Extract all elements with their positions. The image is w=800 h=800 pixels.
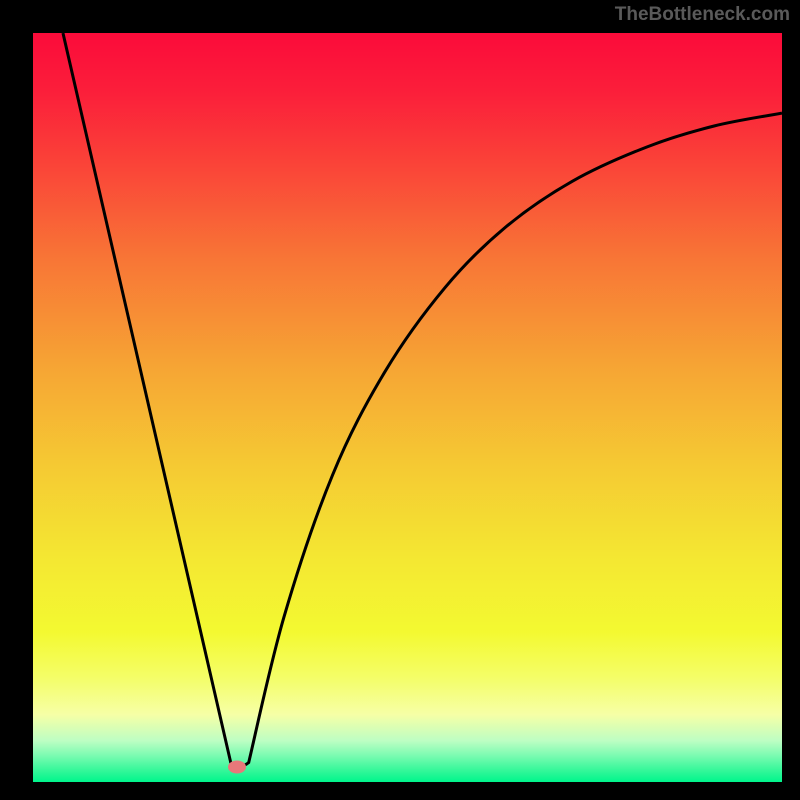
bottleneck-curve xyxy=(33,33,782,782)
plot-area xyxy=(33,33,782,782)
watermark-text: TheBottleneck.com xyxy=(615,4,790,26)
chart-container: TheBottleneck.com xyxy=(0,0,800,800)
optimal-point-marker xyxy=(228,761,246,774)
